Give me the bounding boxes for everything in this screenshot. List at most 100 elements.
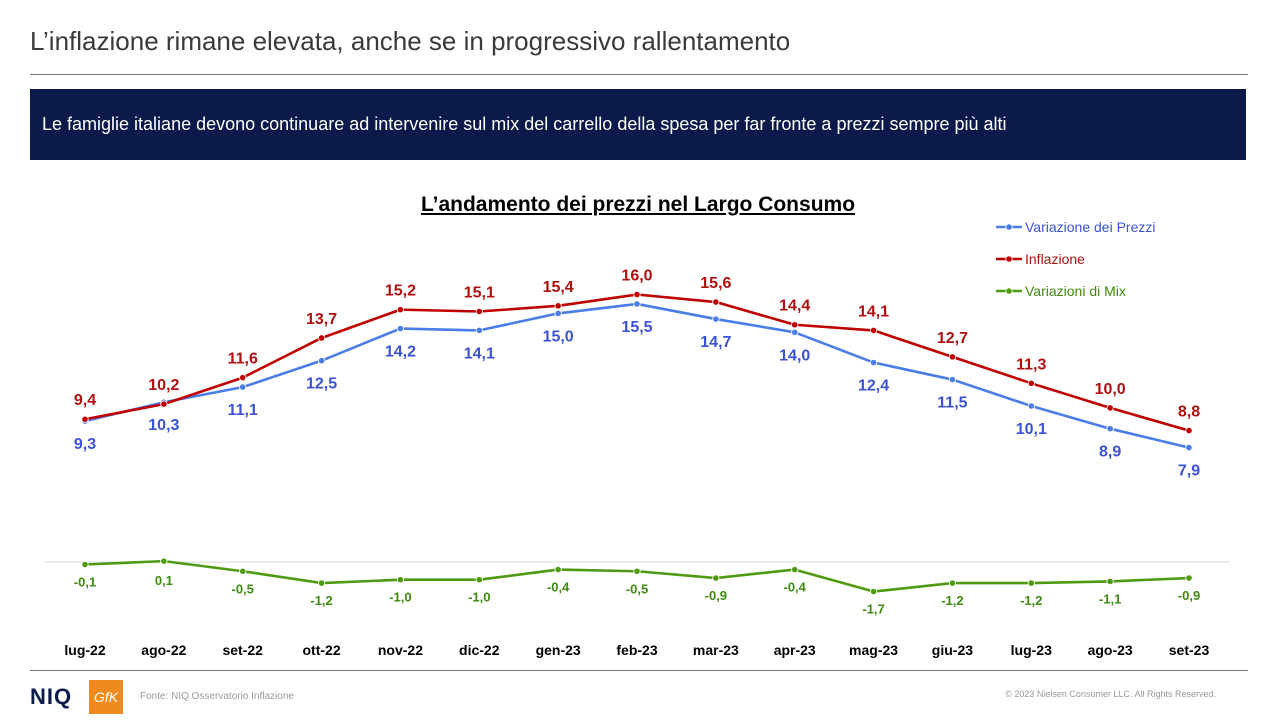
mix-data-label: -1,1 bbox=[1099, 591, 1121, 606]
mix-series-point bbox=[633, 567, 641, 575]
price-series-point bbox=[633, 300, 641, 308]
price-data-label: 14,0 bbox=[779, 347, 810, 364]
price-data-label: 15,5 bbox=[621, 319, 652, 336]
inflation-series-point bbox=[239, 374, 247, 382]
legend-marker bbox=[1005, 223, 1013, 231]
mix-series-point bbox=[81, 560, 89, 569]
inflation-series-point bbox=[791, 321, 799, 329]
inflation-series-point bbox=[712, 298, 720, 306]
inflation-data-label: 14,4 bbox=[779, 298, 810, 315]
inflation-series-point bbox=[396, 306, 405, 314]
message-banner: Le famiglie italiane devono continuare a… bbox=[30, 89, 1246, 160]
price-series-point bbox=[239, 383, 247, 391]
price-data-label: 14,7 bbox=[700, 334, 731, 351]
x-tick-label: set-23 bbox=[1169, 642, 1210, 658]
x-tick-label: gen-23 bbox=[536, 642, 581, 658]
inflation-data-label: 11,3 bbox=[1016, 356, 1046, 373]
source-note: Fonte: NIQ Osservatorio Inflazione bbox=[140, 691, 294, 702]
inflation-series-point bbox=[633, 290, 641, 299]
copyright-note: © 2023 Nielsen Consumer LLC. All Rights … bbox=[1005, 689, 1216, 699]
inflation-series-point bbox=[160, 400, 168, 408]
mix-series-point bbox=[160, 557, 168, 565]
mix-series-point bbox=[1027, 579, 1035, 587]
price-data-label: 15,0 bbox=[543, 328, 574, 345]
price-series-point bbox=[791, 328, 799, 336]
legend-label: Variazione dei Prezzi bbox=[1025, 219, 1155, 235]
banner-text: Le famiglie italiane devono continuare a… bbox=[42, 114, 1007, 134]
title-divider bbox=[30, 74, 1248, 75]
price-data-label: 14,2 bbox=[385, 344, 416, 361]
mix-series-point bbox=[1106, 577, 1114, 586]
inflation-data-label: 10,0 bbox=[1095, 381, 1126, 398]
price-data-label: 11,1 bbox=[228, 402, 258, 419]
price-series-point bbox=[475, 326, 483, 335]
mix-series-point bbox=[317, 579, 326, 587]
price-data-label: 8,9 bbox=[1099, 444, 1121, 461]
mix-series-point bbox=[869, 587, 878, 596]
niq-logo: NIQ bbox=[30, 684, 73, 709]
inflation-data-label: 15,1 bbox=[464, 285, 495, 302]
price-data-label: 11,5 bbox=[937, 395, 967, 412]
inflation-data-label: 15,4 bbox=[543, 279, 574, 296]
legend-marker bbox=[1005, 287, 1013, 295]
x-tick-label: set-22 bbox=[222, 642, 263, 658]
mix-series-point bbox=[1185, 574, 1193, 582]
x-tick-label: ott-22 bbox=[303, 642, 341, 658]
inflation-series-point bbox=[1106, 404, 1114, 412]
price-series-point bbox=[396, 324, 405, 333]
inflation-series-point bbox=[869, 326, 878, 335]
inflation-series-point bbox=[948, 353, 957, 361]
price-data-label: 14,1 bbox=[464, 345, 495, 362]
x-tick-label: mar-23 bbox=[693, 642, 739, 658]
legend-marker bbox=[1005, 255, 1013, 263]
mix-data-label: -0,5 bbox=[232, 581, 254, 596]
price-series-point bbox=[869, 358, 878, 367]
mix-data-label: -1,2 bbox=[1020, 593, 1042, 608]
mix-data-label: -1,0 bbox=[468, 590, 490, 605]
x-tick-label: dic-22 bbox=[459, 642, 500, 658]
price-series-point bbox=[712, 315, 720, 323]
x-tick-label: mag-23 bbox=[849, 642, 898, 658]
mix-data-label: -1,2 bbox=[310, 593, 332, 608]
x-tick-label: feb-23 bbox=[616, 642, 657, 658]
price-data-label: 10,1 bbox=[1016, 421, 1047, 438]
inflation-series-point bbox=[81, 415, 89, 423]
inflation-data-label: 11,6 bbox=[228, 351, 258, 368]
mix-data-label: -0,5 bbox=[626, 581, 648, 596]
mix-data-label: -1,0 bbox=[389, 590, 411, 605]
mix-series-point bbox=[948, 579, 957, 587]
price-data-label: 7,9 bbox=[1178, 463, 1200, 480]
mix-data-label: 0,1 bbox=[155, 573, 173, 588]
footer-divider bbox=[30, 670, 1248, 671]
mix-series-point bbox=[791, 565, 799, 574]
inflation-data-label: 16,0 bbox=[621, 268, 652, 285]
price-series-point bbox=[317, 357, 326, 365]
price-data-label: 10,3 bbox=[148, 417, 179, 434]
inflation-series-point bbox=[475, 307, 483, 316]
price-data-label: 12,4 bbox=[858, 378, 889, 395]
inflation-data-label: 15,2 bbox=[385, 283, 416, 300]
inflation-data-label: 8,8 bbox=[1178, 404, 1200, 421]
mix-series-point bbox=[475, 576, 483, 584]
inflation-data-label: 10,2 bbox=[148, 377, 179, 394]
price-series-point bbox=[1027, 402, 1035, 410]
x-tick-label: ago-23 bbox=[1088, 642, 1133, 658]
legend-label: Variazioni di Mix bbox=[1025, 283, 1126, 299]
mix-series-point bbox=[239, 567, 247, 575]
mix-data-label: -0,1 bbox=[74, 575, 96, 590]
inflation-series-point bbox=[554, 302, 562, 310]
x-tick-label: lug-23 bbox=[1011, 642, 1052, 658]
inflation-series-point bbox=[1027, 379, 1035, 387]
page-title: L’inflazione rimane elevata, anche se in… bbox=[30, 26, 791, 56]
x-tick-label: nov-22 bbox=[378, 642, 423, 658]
legend-label: Inflazione bbox=[1025, 251, 1085, 267]
inflation-data-label: 9,4 bbox=[74, 392, 96, 409]
mix-series-point bbox=[712, 574, 720, 582]
mix-data-label: -0,9 bbox=[1178, 588, 1200, 603]
price-series-point bbox=[1106, 425, 1114, 433]
mix-series-point bbox=[396, 576, 405, 584]
x-tick-label: apr-23 bbox=[774, 642, 816, 658]
x-tick-label: lug-22 bbox=[64, 642, 105, 658]
inflation-series-point bbox=[317, 334, 326, 342]
